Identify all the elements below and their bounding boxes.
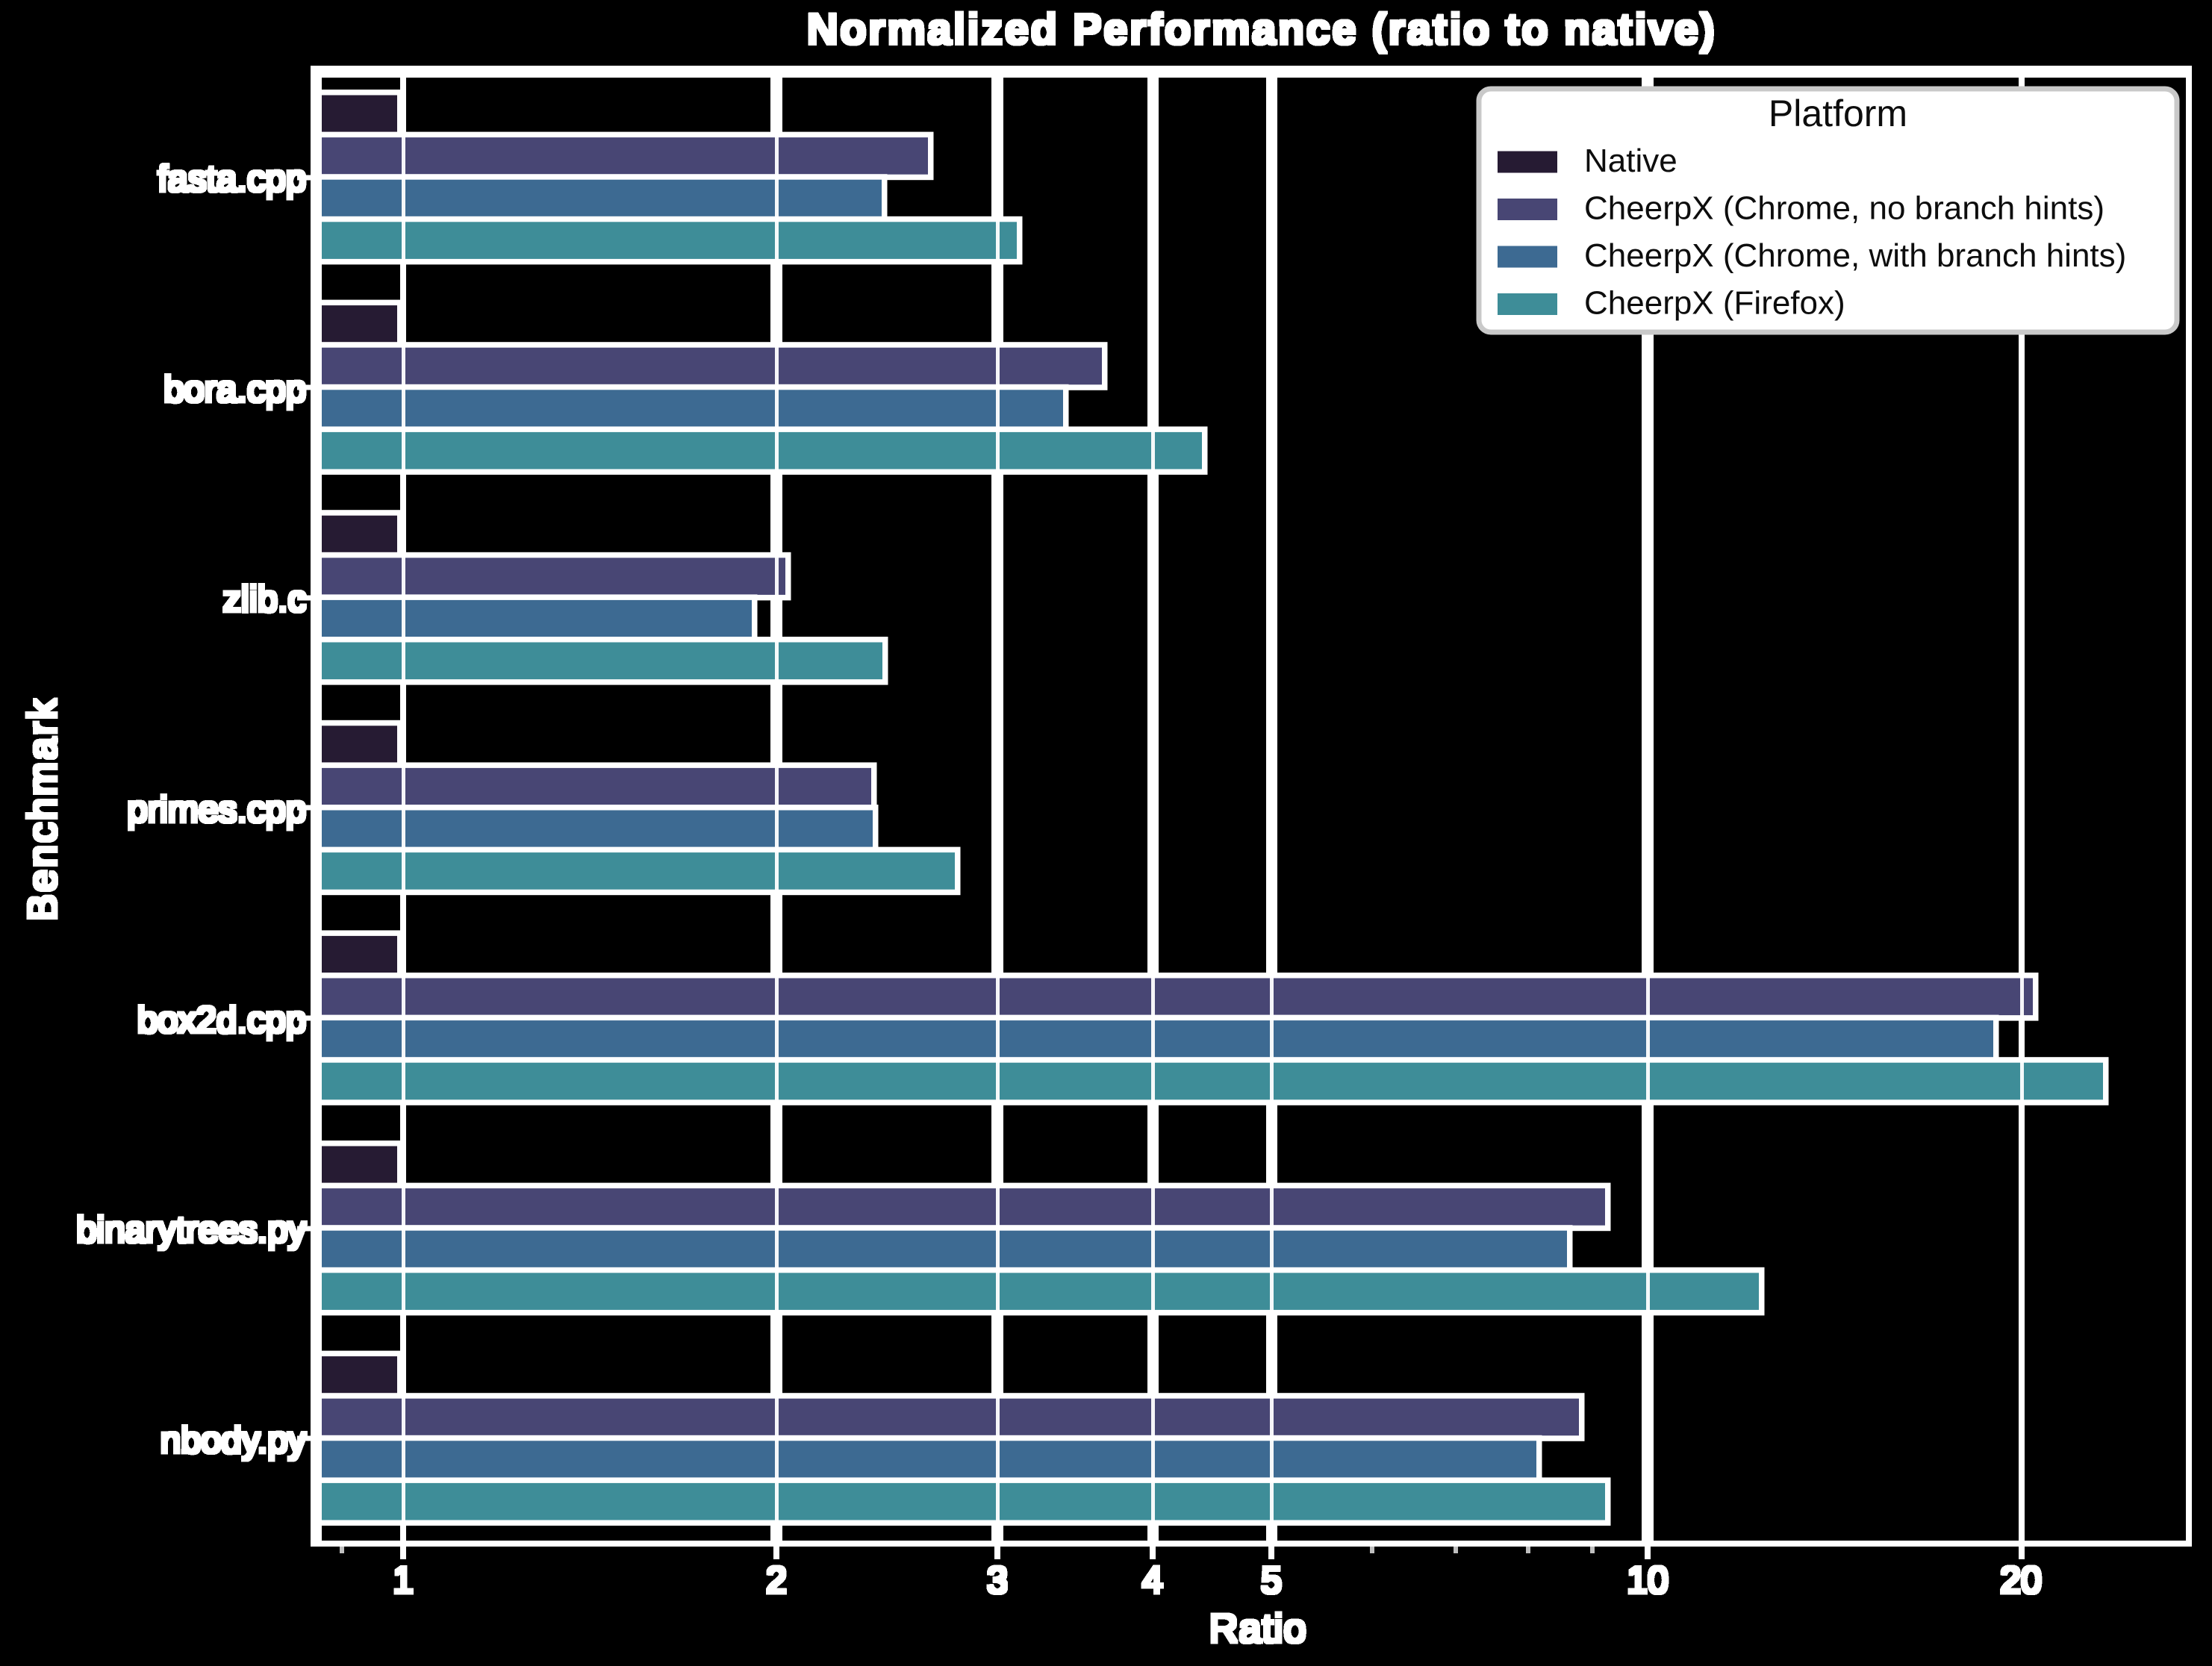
svg-text:CheerpX (Firefox): CheerpX (Firefox)	[1584, 285, 1845, 322]
svg-text:zlib.c: zlib.c	[222, 579, 306, 620]
svg-text:Ratio: Ratio	[1209, 1606, 1306, 1651]
svg-text:binarytrees.py: binarytrees.py	[76, 1210, 306, 1250]
svg-text:fasta.cpp: fasta.cpp	[158, 159, 306, 199]
svg-text:10: 10	[1627, 1559, 1669, 1601]
svg-text:nbody.py: nbody.py	[161, 1420, 307, 1461]
svg-text:5: 5	[1261, 1559, 1282, 1601]
svg-text:Native: Native	[1584, 143, 1677, 179]
svg-text:box2d.cpp: box2d.cpp	[137, 1000, 306, 1041]
svg-text:primes.cpp: primes.cpp	[127, 790, 306, 830]
svg-text:1: 1	[393, 1559, 414, 1601]
svg-text:bora.cpp: bora.cpp	[163, 369, 306, 410]
svg-text:20: 20	[2000, 1559, 2042, 1601]
svg-text:2: 2	[766, 1559, 787, 1601]
svg-text:Benchmark: Benchmark	[20, 697, 65, 921]
svg-text:3: 3	[987, 1559, 1008, 1601]
svg-text:CheerpX (Chrome, no branch hin: CheerpX (Chrome, no branch hints)	[1584, 190, 2104, 227]
svg-text:Platform: Platform	[1769, 93, 1907, 134]
svg-text:Normalized Performance (ratio: Normalized Performance (ratio to native)	[807, 5, 1716, 54]
svg-text:4: 4	[1142, 1559, 1163, 1601]
svg-text:CheerpX (Chrome, with branch h: CheerpX (Chrome, with branch hints)	[1584, 237, 2126, 274]
